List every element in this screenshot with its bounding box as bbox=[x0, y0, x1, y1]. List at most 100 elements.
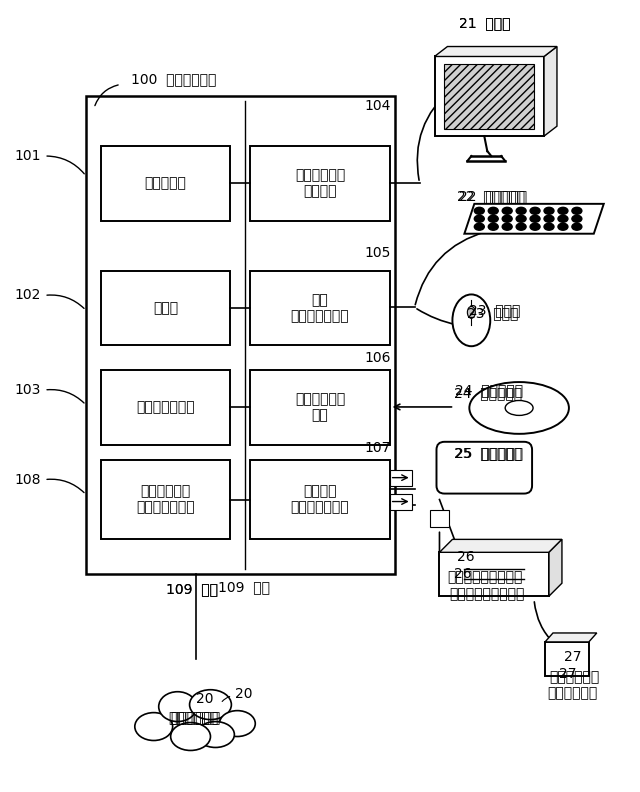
Text: ストレージ装置: ストレージ装置 bbox=[136, 401, 195, 414]
Ellipse shape bbox=[474, 223, 484, 230]
Polygon shape bbox=[544, 47, 557, 136]
Polygon shape bbox=[440, 539, 562, 552]
Text: 100  要約作成装置: 100 要約作成装置 bbox=[131, 72, 216, 86]
Text: 101: 101 bbox=[15, 149, 41, 163]
Text: メモリリーダライタ: メモリリーダライタ bbox=[449, 587, 525, 601]
Text: 機器接続: 機器接続 bbox=[303, 485, 337, 499]
Bar bbox=[101, 459, 230, 539]
Ellipse shape bbox=[159, 691, 196, 722]
Ellipse shape bbox=[136, 696, 255, 751]
Text: ネットワーク: ネットワーク bbox=[141, 485, 191, 499]
Ellipse shape bbox=[516, 223, 526, 230]
Ellipse shape bbox=[502, 215, 512, 223]
Text: 22  キーボード: 22 キーボード bbox=[460, 188, 527, 203]
Ellipse shape bbox=[572, 215, 582, 223]
Ellipse shape bbox=[530, 223, 540, 230]
Bar bbox=[390, 493, 412, 509]
Text: 109  バス: 109 バス bbox=[166, 582, 218, 596]
Ellipse shape bbox=[530, 215, 540, 223]
Text: 25  メモリ装置: 25 メモリ装置 bbox=[454, 446, 522, 459]
Bar bbox=[440, 552, 549, 596]
Bar bbox=[101, 370, 230, 445]
Bar bbox=[250, 271, 390, 345]
Ellipse shape bbox=[196, 722, 234, 748]
Polygon shape bbox=[545, 633, 596, 642]
Text: 21  モニタ: 21 モニタ bbox=[460, 17, 511, 31]
Text: 光学ドライブ: 光学ドライブ bbox=[295, 393, 345, 406]
Ellipse shape bbox=[488, 223, 498, 230]
Bar bbox=[390, 470, 412, 485]
Bar bbox=[101, 146, 230, 221]
Text: 24  光ディスク: 24 光ディスク bbox=[456, 383, 524, 397]
Bar bbox=[86, 97, 395, 574]
Ellipse shape bbox=[505, 401, 533, 416]
Ellipse shape bbox=[452, 295, 490, 346]
Text: 20: 20 bbox=[196, 691, 213, 706]
Text: メモリ: メモリ bbox=[153, 301, 178, 315]
Text: 装置: 装置 bbox=[312, 409, 328, 422]
Polygon shape bbox=[549, 539, 562, 596]
Text: 20: 20 bbox=[236, 687, 253, 701]
Text: プロセッサ: プロセッサ bbox=[145, 177, 187, 190]
Text: 107: 107 bbox=[365, 441, 391, 455]
Ellipse shape bbox=[558, 223, 568, 230]
Text: 24  光ディスク: 24 光ディスク bbox=[454, 386, 522, 400]
Text: 104: 104 bbox=[365, 99, 391, 113]
Text: インタフェース: インタフェース bbox=[291, 501, 349, 515]
Ellipse shape bbox=[530, 208, 540, 215]
Text: 102: 102 bbox=[15, 288, 41, 303]
Ellipse shape bbox=[488, 208, 498, 215]
Text: インタフェース: インタフェース bbox=[291, 309, 349, 323]
Bar bbox=[435, 56, 544, 136]
Ellipse shape bbox=[171, 722, 211, 751]
Ellipse shape bbox=[516, 208, 526, 215]
Ellipse shape bbox=[558, 215, 568, 223]
Text: インタフェース: インタフェース bbox=[136, 501, 195, 515]
Ellipse shape bbox=[488, 215, 498, 223]
Ellipse shape bbox=[474, 208, 484, 215]
Text: 103: 103 bbox=[15, 383, 41, 397]
Ellipse shape bbox=[544, 208, 554, 215]
Text: メモリカード: メモリカード bbox=[549, 670, 599, 683]
Text: 26: 26 bbox=[458, 550, 475, 564]
Polygon shape bbox=[435, 47, 557, 56]
Bar bbox=[429, 509, 449, 527]
Ellipse shape bbox=[189, 690, 232, 720]
Ellipse shape bbox=[544, 223, 554, 230]
Text: 27: 27 bbox=[564, 650, 581, 664]
Text: メモリカード: メモリカード bbox=[547, 686, 597, 699]
Text: 23  マウス: 23 マウス bbox=[469, 303, 521, 318]
Text: 処理装置: 処理装置 bbox=[303, 185, 337, 198]
Ellipse shape bbox=[474, 215, 484, 223]
Text: 109  バス: 109 バス bbox=[218, 581, 271, 594]
Text: 21  モニタ: 21 モニタ bbox=[460, 17, 511, 31]
Bar bbox=[444, 64, 534, 129]
Bar bbox=[545, 642, 589, 676]
Bar bbox=[250, 146, 390, 221]
Text: 入力: 入力 bbox=[312, 293, 328, 307]
Ellipse shape bbox=[469, 382, 569, 434]
Text: 25  メモリ装置: 25 メモリ装置 bbox=[456, 446, 524, 459]
Bar bbox=[250, 370, 390, 445]
Ellipse shape bbox=[502, 208, 512, 215]
Text: 22  キーボード: 22 キーボード bbox=[458, 188, 525, 203]
Text: 23  マウス: 23 マウス bbox=[467, 307, 519, 320]
Text: メモリリーダライタ: メモリリーダライタ bbox=[447, 570, 523, 584]
Text: 108: 108 bbox=[15, 473, 41, 486]
Text: ネットワーク: ネットワーク bbox=[170, 711, 221, 725]
Text: 26: 26 bbox=[454, 567, 472, 581]
Bar bbox=[101, 271, 230, 345]
Bar bbox=[250, 459, 390, 539]
Ellipse shape bbox=[558, 208, 568, 215]
Ellipse shape bbox=[572, 208, 582, 215]
Text: 106: 106 bbox=[365, 351, 391, 365]
Text: ネットワーク: ネットワーク bbox=[169, 711, 219, 725]
Ellipse shape bbox=[135, 713, 173, 741]
Text: 105: 105 bbox=[365, 246, 391, 260]
Ellipse shape bbox=[572, 223, 582, 230]
Ellipse shape bbox=[502, 223, 512, 230]
Ellipse shape bbox=[467, 307, 476, 318]
Ellipse shape bbox=[220, 710, 255, 737]
Ellipse shape bbox=[516, 215, 526, 223]
Text: グラフィック: グラフィック bbox=[295, 169, 345, 182]
